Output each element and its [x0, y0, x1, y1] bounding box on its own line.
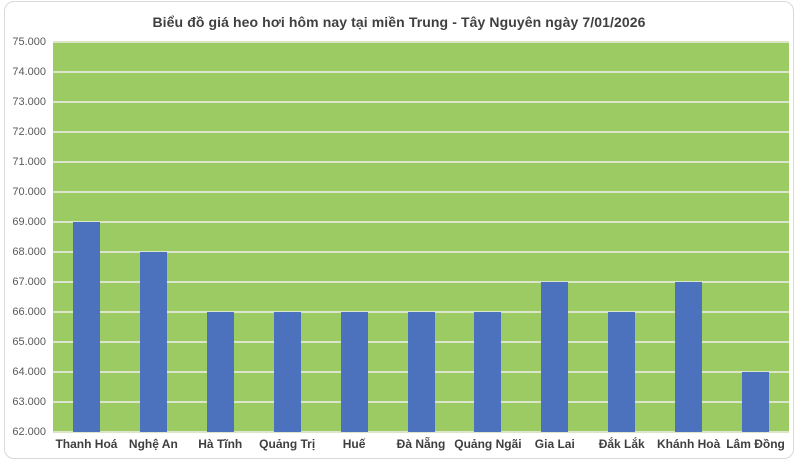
y-axis-tick-label: 66.000	[12, 306, 46, 318]
gridline	[53, 101, 789, 103]
gridline	[53, 251, 789, 253]
bar	[139, 252, 167, 432]
y-axis-tick-label: 62.000	[12, 426, 46, 438]
chart-title: Biểu đồ giá heo hơi hôm nay tại miền Tru…	[152, 14, 646, 30]
bar	[541, 282, 569, 432]
gridline	[53, 191, 789, 193]
x-axis-category-label: Đắk Lắk	[598, 437, 645, 451]
x-axis-category-label: Đà Nẵng	[396, 437, 446, 451]
y-axis-tick-label: 64.000	[12, 366, 46, 378]
gridline	[53, 281, 789, 283]
bar	[206, 312, 234, 432]
y-axis-tick-label: 65.000	[12, 336, 46, 348]
x-axis-category-label: Hà Tĩnh	[198, 437, 243, 451]
bar	[340, 312, 368, 432]
bar	[273, 312, 301, 432]
plot-area	[53, 41, 789, 433]
x-axis-category-label: Lâm Đồng	[726, 437, 785, 451]
bar	[675, 282, 703, 432]
y-axis-tick-label: 74.000	[12, 66, 46, 78]
bar	[608, 312, 636, 432]
gridline	[53, 161, 789, 163]
gridline	[53, 221, 789, 223]
y-axis: 75.000 74.000 73.000 72.000 71.000 70.000 69.0…	[0, 36, 46, 438]
y-axis-tick-label: 68.000	[12, 246, 46, 258]
bar	[72, 222, 100, 432]
x-axis-category-label: Quảng Trị	[259, 437, 316, 451]
bar	[742, 372, 770, 432]
gridline	[53, 431, 789, 433]
x-axis-category-label: Khánh Hoà	[656, 437, 721, 451]
y-axis-tick-label: 69.000	[12, 216, 46, 228]
y-axis-tick-label: 72.000	[12, 126, 46, 138]
gridline	[53, 131, 789, 133]
bar	[407, 312, 435, 432]
y-axis-tick-label: 70.000	[12, 186, 46, 198]
y-axis-tick-label: 73.000	[12, 96, 46, 108]
x-axis-category-label: Gia Lai	[534, 437, 575, 451]
x-axis-category-label: Nghệ An	[128, 437, 178, 451]
y-axis-tick-label: 63.000	[12, 396, 46, 408]
y-axis-tick-label: 67.000	[12, 276, 46, 288]
x-axis-category-label: Thanh Hoá	[55, 437, 118, 451]
x-axis-category-label: Quảng Ngãi	[454, 437, 522, 451]
y-axis-tick-label: 75.000	[12, 36, 46, 48]
gridline	[53, 71, 789, 73]
gridline	[53, 41, 789, 43]
x-axis-category-label: Huế	[342, 437, 366, 451]
bar	[474, 312, 502, 432]
x-axis: Thanh Hoá Nghệ An Hà Tĩnh Quảng Trị Huế Đà Nẵ…	[53, 437, 789, 457]
y-axis-tick-label: 71.000	[12, 156, 46, 168]
